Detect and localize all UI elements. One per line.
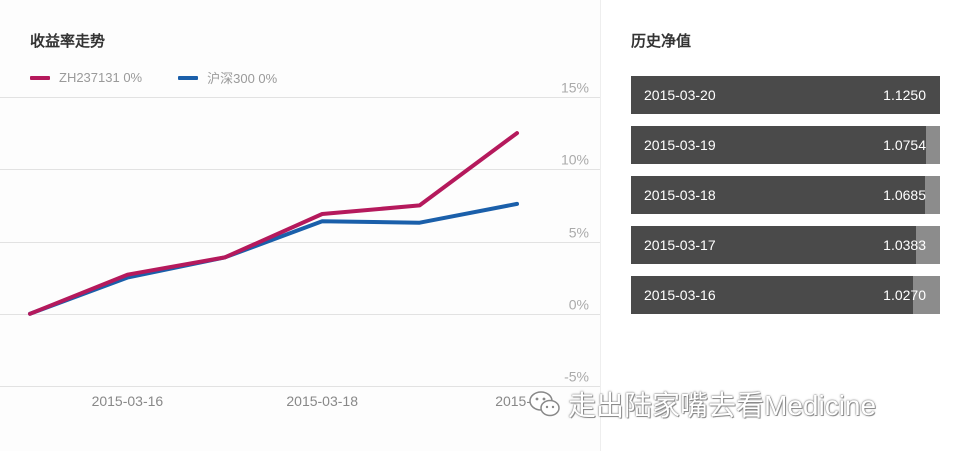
nav-row[interactable]: 2015-03-17 1.0383 — [631, 226, 940, 264]
x-tick-label: 2015-03-16 — [92, 393, 164, 409]
nav-value: 1.0685 — [883, 187, 926, 203]
x-tick-layer: 2015-03-16 2015-03-18 2015-0 — [92, 393, 539, 409]
y-tick-layer: 15% 10% 5% 0% -5% — [561, 80, 589, 385]
nav-bar-fill — [916, 226, 940, 264]
nav-value: 1.0754 — [883, 137, 926, 153]
nav-bar-fill — [913, 276, 940, 314]
legend-item-zh237131[interactable]: ZH237131 0% — [30, 70, 142, 85]
nav-value: 1.0383 — [883, 237, 926, 253]
y-tick-label: 10% — [561, 152, 589, 168]
x-tick-label: 2015-0 — [495, 393, 539, 409]
series-layer — [28, 131, 519, 316]
watermark-text: 走出陆家嘴去看Medicine — [568, 390, 877, 421]
y-tick-label: 5% — [569, 225, 589, 241]
nav-value: 1.1250 — [883, 87, 926, 103]
nav-row[interactable]: 2015-03-16 1.0270 — [631, 276, 940, 314]
y-tick-label: 0% — [569, 297, 589, 313]
nav-date: 2015-03-19 — [644, 137, 716, 153]
nav-row[interactable]: 2015-03-20 1.1250 — [631, 76, 940, 114]
nav-date: 2015-03-16 — [644, 287, 716, 303]
nav-date: 2015-03-18 — [644, 187, 716, 203]
grid-layer — [0, 97, 600, 387]
watermark: 走出陆家嘴去看Medicine — [528, 384, 876, 424]
series-line-zh237131[interactable] — [28, 131, 519, 316]
nav-date: 2015-03-17 — [644, 237, 716, 253]
nav-row[interactable]: 2015-03-19 1.0754 — [631, 126, 940, 164]
legend-label-hs300: 沪深300 0% — [207, 71, 278, 86]
legend-swatch-hs300 — [178, 75, 199, 80]
nav-date: 2015-03-20 — [644, 87, 716, 103]
nav-panel: 历史净值 2015-03-20 1.1250 2015-03-19 1.0754 201… — [601, 0, 967, 451]
nav-value: 1.0270 — [883, 287, 926, 303]
chart-title: 收益率走势 — [30, 33, 106, 50]
nav-bar-fill — [924, 176, 940, 214]
series-line-hs300[interactable] — [28, 201, 519, 316]
panel-divider — [600, 0, 601, 451]
x-tick-label: 2015-03-18 — [286, 393, 358, 409]
return-line-chart: 15% 10% 5% 0% -5% 2015-03-16 2015-03-18 2015-0 — [0, 80, 600, 409]
legend-label-zh237131: ZH237131 0% — [59, 70, 143, 85]
nav-bar-fill — [926, 126, 940, 164]
nav-row[interactable]: 2015-03-18 1.0685 — [631, 176, 940, 214]
y-tick-label: 15% — [561, 80, 589, 96]
y-tick-label: -5% — [564, 369, 589, 385]
legend-item-hs300[interactable]: 沪深300 0% — [178, 68, 277, 87]
wechat-icon — [529, 391, 560, 417]
chart-legend: ZH237131 0% 沪深300 0% — [30, 68, 313, 87]
nav-title: 历史净值 — [631, 33, 692, 50]
legend-swatch-zh237131 — [30, 75, 50, 80]
